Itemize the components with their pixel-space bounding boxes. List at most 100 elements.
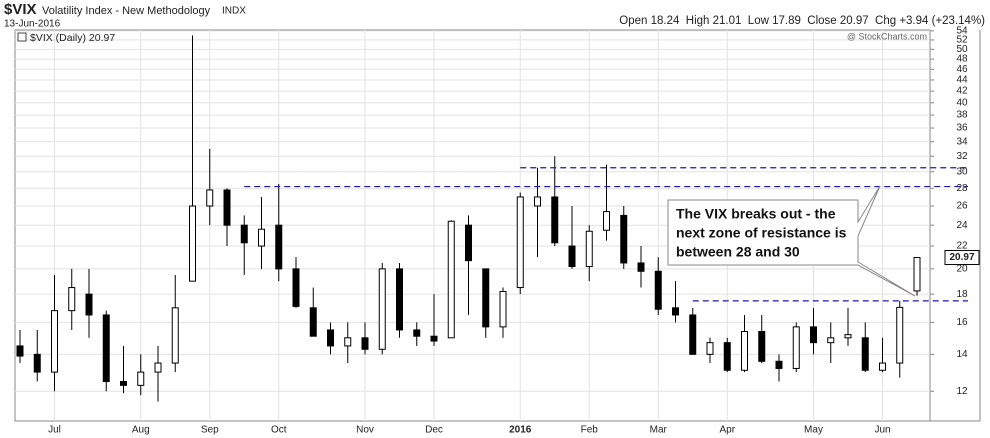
symbol: $VIX [4,1,37,18]
candle-body [689,314,697,355]
candle-body [189,205,196,282]
candle-body [654,270,662,310]
y-tick-label: 16 [956,317,968,328]
y-tick-label: 20 [956,264,968,275]
x-tick-label: Nov [356,425,374,436]
candle-body [33,353,41,373]
candle-body [620,214,628,264]
candle-body [240,224,248,244]
candle-body [292,268,300,307]
y-tick-label: 14 [956,349,968,360]
candle-body [637,262,645,272]
annotation: The VIX breaks out - the next zone of re… [667,185,916,297]
y-tick-label: 26 [956,201,968,212]
callout-box [667,185,916,297]
y-tick-label: 38 [956,110,968,121]
x-tick-label: Mar [650,425,668,436]
candle-body [223,189,231,226]
candle-body [361,337,369,350]
x-tick-label: May [804,425,823,436]
candle-body [396,268,403,331]
candle-body [603,211,610,231]
source: @ StockCharts.com [847,31,927,41]
candle-body [344,337,352,347]
y-tick-label: 32 [956,151,968,162]
candle-body [827,337,835,344]
y-tick-label: 22 [956,241,968,252]
x-tick-label: 2016 [509,425,532,436]
y-tick-label: 52 [956,35,968,46]
y-tick-label: 12 [956,386,968,397]
candle-body [499,290,507,328]
candle-body [413,329,421,337]
candle-body [810,326,817,344]
candle-body [309,307,317,337]
candle-body [758,331,766,362]
x-tick-label: Jul [48,425,61,436]
chart-title: Volatility Index - New Methodology [42,5,211,17]
candle-body [120,380,127,386]
y-tick-label: 34 [956,136,968,147]
y-tick-label: 30 [956,166,968,177]
y-tick-label: 18 [956,289,968,300]
candle-body [844,334,852,339]
candle-body [896,306,904,364]
candle-body [568,245,576,267]
legend-swatch [17,32,27,42]
candle-body [447,220,455,339]
candle-body [171,307,179,364]
candle-body [102,314,110,382]
last-price-label: 20.97 [949,252,974,263]
candles [16,35,968,402]
candle-body [378,268,386,350]
candle-body [723,342,731,371]
candle-body [672,307,679,316]
y-tick-label: 42 [956,86,968,97]
y-tick-label: 28 [956,183,968,194]
x-tick-label: Aug [132,425,150,436]
y-tick-label: 46 [956,64,968,75]
candle-body [137,371,145,386]
candle-body [327,329,334,347]
candle-body [879,362,886,371]
candle-body [741,331,748,371]
legend-entry: $VIX (Daily) 20.97 [30,32,115,44]
last-price-box [944,250,980,266]
candle-body [792,326,800,369]
y-tick-label: 50 [956,44,968,55]
candle-body [465,224,472,262]
x-tick-label: Oct [271,425,287,436]
y-tick-label: 48 [956,54,968,65]
candle-body [85,293,93,316]
candle-body [534,196,541,207]
candle-body [516,196,524,289]
annotation-line: between 28 and 30 [676,244,800,260]
candle-body [206,189,214,207]
x-tick-label: Jun [874,425,890,436]
candle-body [430,335,438,342]
annotation-line: The VIX breaks out - the [676,206,836,222]
y-tick-label: 24 [956,220,968,231]
x-tick-label: Sep [201,425,219,436]
y-tick-label: 54 [956,26,968,37]
date: 13-Jun-2016 [4,19,61,30]
y-tick-label: 36 [956,123,968,134]
candle-body [551,196,559,244]
y-tick-label: 44 [956,75,968,86]
candle-body [861,337,869,371]
candle-body [68,287,76,312]
candle-body [913,257,921,292]
x-tick-label: Apr [719,425,735,436]
candle-body [16,345,24,357]
exchange: INDX [222,6,246,17]
candle-body [154,362,162,373]
candle-body [275,224,283,270]
candle-body [51,310,58,373]
candle-body [482,268,490,328]
candle-body [585,230,593,267]
x-tick-label: Dec [425,425,443,436]
candle-body [706,342,714,355]
candle-body [775,360,783,369]
y-tick-label: 40 [956,97,968,108]
